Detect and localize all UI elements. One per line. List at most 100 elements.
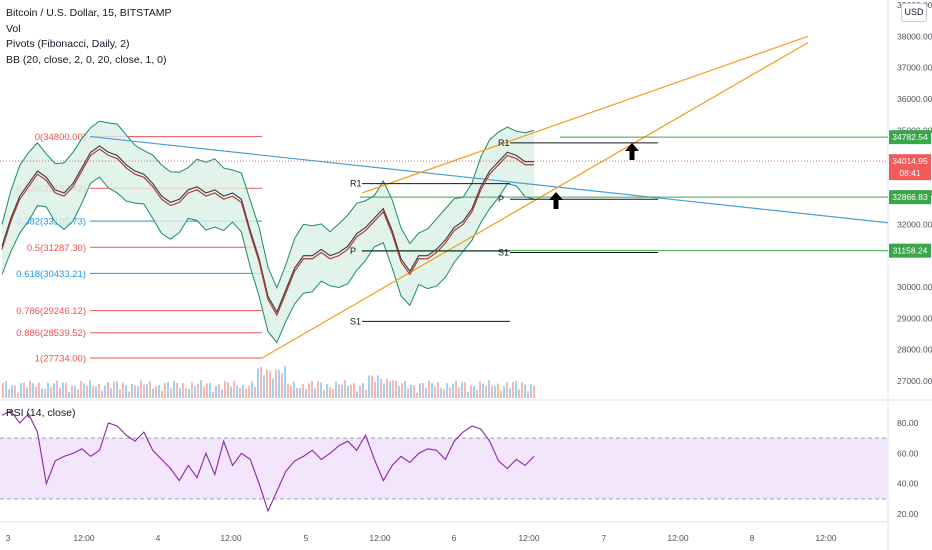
- volume-bar: [191, 382, 193, 398]
- price-tick-label: 28000.00: [897, 345, 932, 355]
- volume-bar: [113, 381, 115, 398]
- volume-bar: [206, 383, 208, 398]
- volume-bar: [200, 380, 202, 398]
- volume-bar: [455, 380, 457, 398]
- volume-bar: [509, 388, 511, 398]
- current-price-label: 34014.95: [892, 156, 928, 166]
- volume-bar: [161, 390, 163, 398]
- volume-bar: [494, 386, 496, 398]
- indicator-vol[interactable]: Vol: [6, 22, 21, 35]
- rsi-pane: [0, 410, 888, 513]
- volume-bar: [323, 390, 325, 398]
- time-tick-label: 3: [6, 533, 11, 543]
- volume-bar: [68, 391, 70, 398]
- volume-bar: [380, 378, 382, 398]
- volume-bar: [446, 383, 448, 398]
- volume-bar: [491, 385, 493, 398]
- volume-bar: [422, 382, 424, 398]
- symbol-title[interactable]: Bitcoin / U.S. Dollar, 15, BITSTAMP: [6, 7, 172, 19]
- time-tick-label: 12:00: [220, 533, 242, 543]
- volume-bar: [104, 385, 106, 398]
- volume-bar: [515, 381, 517, 398]
- volume-bar: [8, 389, 10, 398]
- volume-bar: [89, 380, 91, 398]
- volume-bar: [431, 383, 433, 398]
- volume-bar: [302, 384, 304, 398]
- volume-bar: [311, 381, 313, 398]
- price-axis[interactable]: 39000.0038000.0037000.0036000.0035000.00…: [889, 0, 932, 519]
- indicator-bb[interactable]: BB (20, close, 2, 0, 20, close, 1, 0): [6, 53, 167, 66]
- volume-bar: [197, 383, 199, 398]
- volume-bar: [194, 385, 196, 398]
- volume-bar: [413, 385, 415, 398]
- volume-bar: [158, 385, 160, 398]
- volume-bar: [17, 392, 19, 398]
- volume-bar: [257, 368, 259, 398]
- rsi-tick-label: 60.00: [897, 448, 919, 458]
- up-arrow-icon: [625, 143, 639, 160]
- volume-bar: [290, 385, 292, 398]
- chart-legend: Bitcoin / U.S. Dollar, 15, BITSTAMP Vol …: [6, 6, 172, 68]
- volume-bar: [80, 381, 82, 398]
- volume-bar: [356, 391, 358, 398]
- volume-bar: [437, 382, 439, 398]
- volume-bar: [143, 384, 145, 398]
- volume-bar: [281, 372, 283, 398]
- volume-bar: [410, 384, 412, 398]
- volume-bar: [233, 380, 235, 398]
- indicator-pivots[interactable]: Pivots (Fibonacci, Daily, 2): [6, 38, 130, 50]
- volume-bar: [224, 381, 226, 398]
- bollinger-bands: [1, 120, 535, 344]
- volume-bar: [221, 389, 223, 398]
- volume-bar: [86, 385, 88, 398]
- rsi-title[interactable]: RSI (14, close): [6, 407, 76, 419]
- volume-bar: [485, 385, 487, 398]
- volume-bar: [131, 383, 133, 398]
- volume-bar: [401, 383, 403, 398]
- volume-bar: [263, 375, 265, 398]
- volume-bar: [392, 380, 394, 398]
- pivot-label: P: [498, 194, 504, 204]
- time-axis[interactable]: 3 12:00 4 12:00 5 12:00 6 12:00 7 12:00 8 12:00: [6, 533, 837, 543]
- volume-bar: [44, 388, 46, 398]
- current-price-tag: [889, 154, 931, 181]
- volume-bar: [107, 381, 109, 398]
- volume-bar: [419, 383, 421, 398]
- volume-bar: [407, 388, 409, 398]
- price-tick-label: 37000.00: [897, 63, 932, 73]
- volume-bar: [512, 381, 514, 398]
- volume-bar: [95, 386, 97, 398]
- rsi-tick-label: 40.00: [897, 479, 919, 489]
- volume-bar: [185, 388, 187, 398]
- ascending-trendline-lower: [261, 42, 809, 359]
- volume-bar: [248, 385, 250, 398]
- volume-bar: [506, 382, 508, 398]
- volume-bar: [77, 389, 79, 398]
- rsi-tick-label: 80.00: [897, 418, 919, 428]
- volume-bar: [254, 386, 256, 398]
- volume-bar: [272, 378, 274, 398]
- volume-bar: [500, 390, 502, 398]
- volume-bar: [23, 382, 25, 398]
- volume-bar: [35, 386, 37, 398]
- volume-bar: [350, 384, 352, 398]
- currency-button[interactable]: USD: [901, 3, 927, 22]
- price-tick-label: 30000.00: [897, 282, 932, 292]
- time-tick-label: 5: [304, 533, 309, 543]
- volume-bar: [62, 382, 64, 398]
- volume-bar: [341, 384, 343, 398]
- volume-bar: [59, 387, 61, 398]
- volume-bar: [497, 383, 499, 398]
- volume-bar: [71, 385, 73, 398]
- volume-bar: [344, 380, 346, 398]
- volume-bar: [530, 384, 532, 398]
- volume-bar: [449, 387, 451, 398]
- volume-bar: [155, 386, 157, 398]
- fib-level-label: 0.382(33100.73): [16, 217, 86, 228]
- volume-bar: [404, 380, 406, 398]
- pivot-label: R1: [350, 179, 362, 189]
- volume-bar: [428, 380, 430, 398]
- volume-bar: [332, 389, 334, 398]
- volume-bar: [338, 384, 340, 398]
